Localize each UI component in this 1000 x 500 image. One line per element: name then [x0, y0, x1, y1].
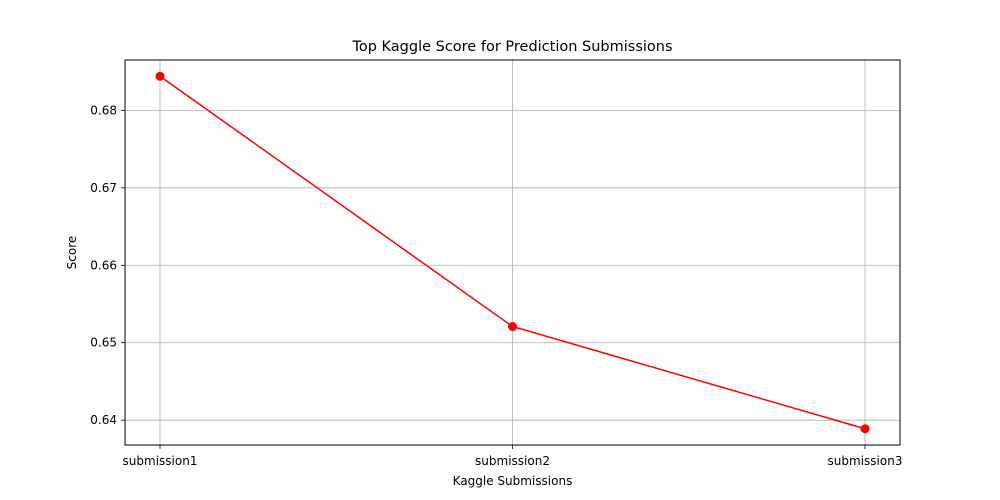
y-tick-label: 0.67 [90, 181, 117, 195]
chart-title: Top Kaggle Score for Prediction Submissi… [351, 39, 672, 55]
series [155, 71, 870, 434]
grid [125, 60, 900, 445]
data-point-marker [860, 424, 870, 434]
x-tick-label: submission2 [475, 454, 550, 468]
data-point-marker [155, 71, 165, 81]
x-tick-label: submission3 [828, 454, 903, 468]
x-axis-label: Kaggle Submissions [453, 474, 573, 488]
y-tick-label: 0.64 [90, 413, 117, 427]
y-tick-label: 0.66 [90, 258, 117, 272]
y-axis-label: Score [65, 236, 79, 270]
y-tick-label: 0.65 [90, 336, 117, 350]
y-tick-label: 0.68 [90, 103, 117, 117]
x-tick-label: submission1 [123, 454, 198, 468]
ticks: submission1 submission2 submission3 0.64 0.6… [90, 103, 902, 468]
data-point-marker [508, 321, 517, 331]
